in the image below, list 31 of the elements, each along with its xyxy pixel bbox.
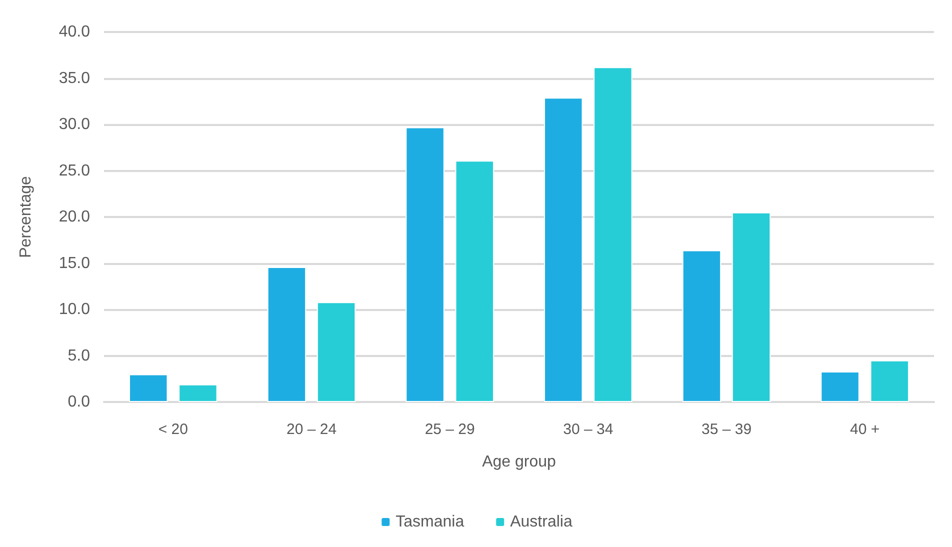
bar <box>178 384 218 402</box>
bar <box>732 212 771 402</box>
bar <box>544 98 583 402</box>
y-tick-label: 15.0 <box>58 254 90 272</box>
x-tick-label: 35 – 39 <box>701 421 752 438</box>
y-tick-label: 5.0 <box>68 347 90 364</box>
bar <box>129 374 168 402</box>
x-tick-label: 40 + <box>850 421 880 438</box>
y-tick-label: 40.0 <box>58 24 90 40</box>
y-tick-label: 35.0 <box>58 70 90 87</box>
x-axis-title: Age group <box>482 454 556 470</box>
bar <box>820 371 860 402</box>
y-tick-label: 10.0 <box>58 301 90 318</box>
bar <box>870 360 909 402</box>
bar <box>682 250 722 402</box>
x-tick-label: 20 – 24 <box>286 421 337 438</box>
legend-label: Australia <box>510 514 572 530</box>
bar <box>267 266 306 402</box>
y-tick-label: 25.0 <box>58 162 90 180</box>
y-tick-label: 0.0 <box>68 394 90 410</box>
y-axis-title: Percentage <box>18 176 34 258</box>
x-tick-label: 25 – 29 <box>424 421 475 438</box>
bar <box>316 302 356 402</box>
x-tick-label: < 20 <box>158 421 188 438</box>
y-tick-label: 20.0 <box>58 208 90 226</box>
bar <box>594 67 632 402</box>
bar <box>455 160 494 402</box>
legend-label: Tasmania <box>396 514 464 530</box>
x-tick-label: 30 – 34 <box>563 421 614 438</box>
y-tick-label: 30.0 <box>58 116 90 133</box>
bar <box>406 127 444 402</box>
